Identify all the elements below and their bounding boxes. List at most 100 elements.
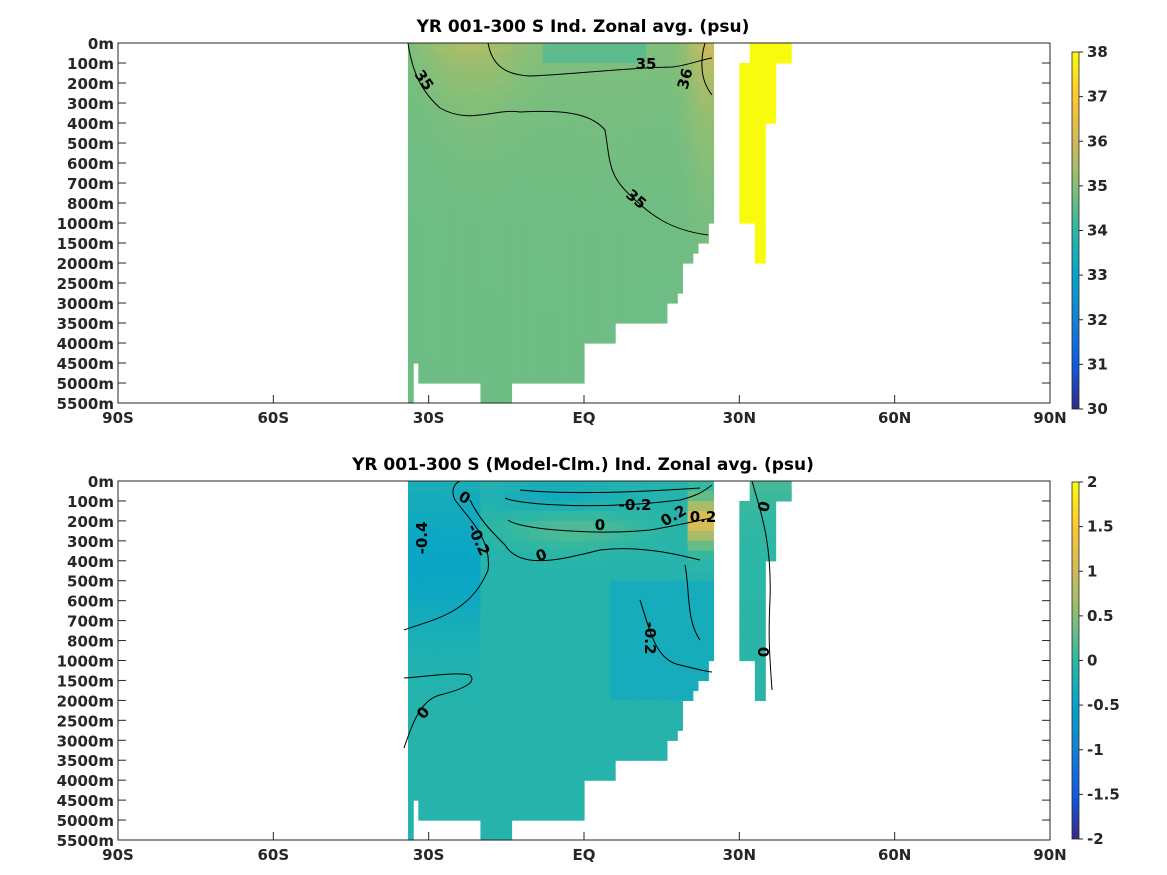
heatmap-cell bbox=[770, 500, 777, 512]
heatmap-cell bbox=[547, 93, 554, 104]
heatmap-cell bbox=[413, 481, 419, 492]
heatmap-cell bbox=[428, 740, 435, 751]
heatmap-cell bbox=[604, 53, 611, 64]
heatmap-cell bbox=[428, 43, 435, 54]
heatmap-cell bbox=[464, 243, 471, 254]
heatmap-cell bbox=[407, 193, 414, 204]
heatmap-cell bbox=[449, 363, 456, 374]
heatmap-cell bbox=[573, 770, 580, 781]
heatmap-cell bbox=[454, 93, 461, 104]
heatmap-cell bbox=[563, 313, 570, 324]
heatmap-cell bbox=[744, 83, 751, 94]
heatmap-cell bbox=[418, 530, 425, 542]
heatmap-cell bbox=[703, 213, 709, 224]
heatmap-cell bbox=[687, 670, 694, 682]
heatmap-cell bbox=[640, 720, 647, 731]
heatmap-cell bbox=[537, 233, 544, 244]
heatmap-cell bbox=[418, 173, 425, 184]
heatmap-cell bbox=[609, 183, 616, 194]
heatmap-cell bbox=[563, 481, 570, 492]
heatmap-cell bbox=[692, 650, 699, 662]
heatmap-cell bbox=[620, 203, 627, 214]
heatmap-cell bbox=[485, 233, 492, 244]
heatmap-cell bbox=[573, 690, 580, 701]
heatmap-cell bbox=[527, 481, 533, 492]
heatmap-cell bbox=[620, 293, 627, 304]
heatmap-cell bbox=[646, 213, 652, 224]
heatmap-cell bbox=[578, 203, 585, 214]
heatmap-cell bbox=[433, 143, 440, 154]
heatmap-cell bbox=[413, 173, 419, 184]
heatmap-cell bbox=[470, 610, 476, 622]
heatmap-cell bbox=[558, 253, 564, 264]
heatmap-cell bbox=[682, 173, 689, 184]
heatmap-cell bbox=[407, 830, 414, 841]
heatmap-cell bbox=[511, 760, 518, 771]
heatmap-cell bbox=[459, 113, 466, 124]
heatmap-cell bbox=[495, 73, 502, 84]
heatmap-cell bbox=[568, 580, 575, 592]
heatmap-cell bbox=[573, 283, 580, 294]
heatmap-cell bbox=[423, 173, 430, 184]
heatmap-cell bbox=[568, 143, 575, 154]
heatmap-cell bbox=[615, 83, 621, 94]
heatmap-cell bbox=[454, 640, 461, 652]
heatmap-cell bbox=[651, 680, 658, 692]
heatmap-cell bbox=[589, 750, 595, 761]
heatmap-cell bbox=[620, 730, 627, 741]
heatmap-cell bbox=[620, 213, 627, 224]
heatmap-cell bbox=[646, 263, 652, 274]
heatmap-cell bbox=[609, 580, 616, 592]
heatmap-cell bbox=[615, 203, 621, 214]
heatmap-cell bbox=[625, 213, 632, 224]
heatmap-cell bbox=[573, 750, 580, 761]
heatmap-cell bbox=[444, 770, 450, 781]
heatmap-cell bbox=[516, 580, 523, 592]
heatmap-cell bbox=[578, 490, 585, 502]
heatmap-cell bbox=[439, 233, 445, 244]
heatmap-cell bbox=[490, 560, 497, 572]
heatmap-cell bbox=[552, 690, 559, 701]
heatmap-cell bbox=[703, 610, 709, 622]
heatmap-cell bbox=[428, 163, 435, 174]
heatmap-cell bbox=[604, 580, 611, 592]
heatmap-cell bbox=[537, 303, 544, 314]
heatmap-cell bbox=[630, 243, 637, 254]
heatmap-cell bbox=[558, 163, 564, 174]
heatmap-cell bbox=[672, 163, 678, 174]
heatmap-cell bbox=[511, 53, 518, 64]
heatmap-cell bbox=[594, 660, 601, 672]
heatmap-cell bbox=[708, 183, 715, 194]
heatmap-cell bbox=[635, 213, 642, 224]
x-tick-label: 60N bbox=[878, 409, 911, 427]
heatmap-cell bbox=[495, 203, 502, 214]
heatmap-cell bbox=[537, 610, 544, 622]
heatmap-cell bbox=[620, 750, 627, 761]
heatmap-cell bbox=[640, 550, 647, 562]
heatmap-cell bbox=[666, 710, 673, 721]
heatmap-cell bbox=[739, 153, 746, 164]
heatmap-cell bbox=[630, 153, 637, 164]
heatmap-cell bbox=[511, 481, 518, 492]
heatmap-cell bbox=[480, 560, 487, 572]
heatmap-cell bbox=[573, 183, 580, 194]
heatmap-cell bbox=[682, 53, 689, 64]
heatmap-cell bbox=[625, 510, 632, 522]
heatmap-cell bbox=[547, 233, 554, 244]
heatmap-cell bbox=[558, 143, 564, 154]
heatmap-cell bbox=[625, 530, 632, 542]
heatmap-cell bbox=[495, 730, 502, 741]
heatmap-cell bbox=[677, 283, 683, 294]
heatmap-cell bbox=[413, 203, 419, 214]
heatmap-cell bbox=[511, 500, 518, 512]
heatmap-cell bbox=[428, 770, 435, 781]
heatmap-cell bbox=[464, 650, 471, 662]
heatmap-cell bbox=[635, 560, 642, 572]
heatmap-cell bbox=[630, 43, 637, 54]
heatmap-cell bbox=[485, 790, 492, 801]
heatmap-cell bbox=[439, 710, 445, 721]
heatmap-cell bbox=[495, 293, 502, 304]
heatmap-cell bbox=[677, 520, 683, 532]
heatmap-cell bbox=[568, 73, 575, 84]
heatmap-cell bbox=[521, 353, 528, 364]
